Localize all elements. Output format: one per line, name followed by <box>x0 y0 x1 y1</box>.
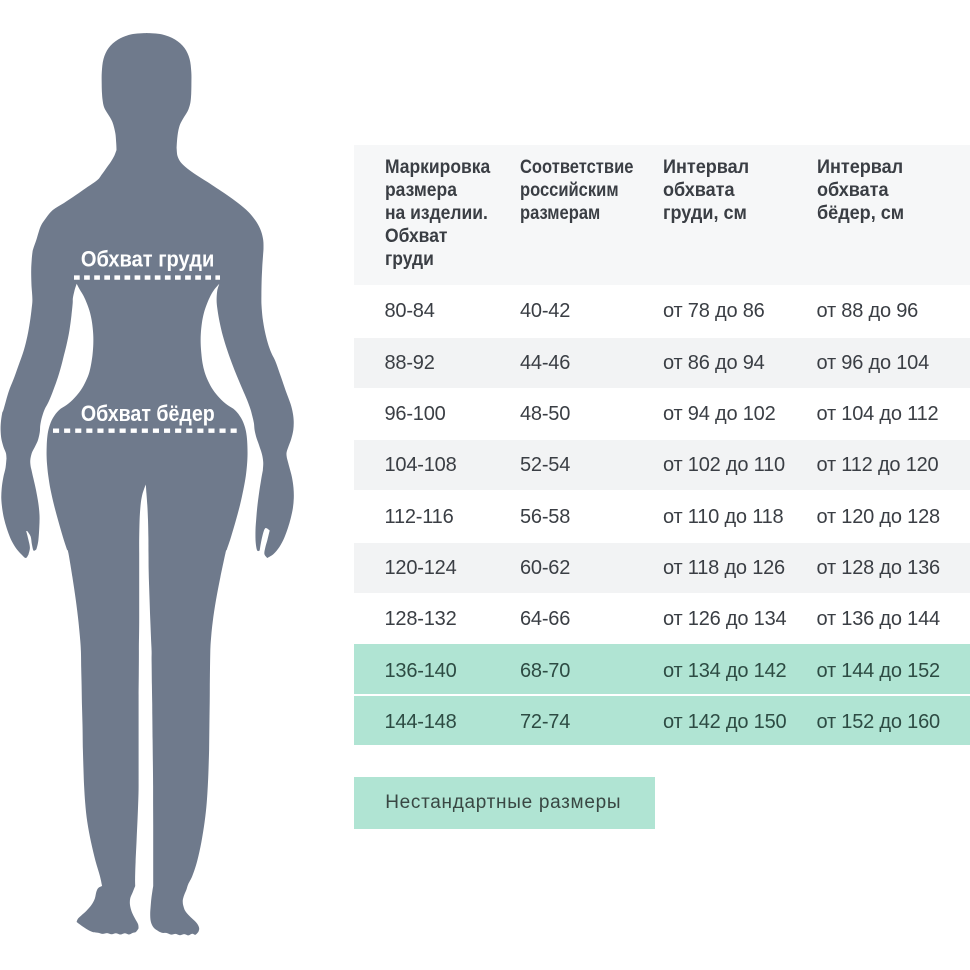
svg-text:Обхват бёдер: Обхват бёдер <box>81 401 215 426</box>
svg-text:Обхват груди: Обхват груди <box>81 246 214 271</box>
